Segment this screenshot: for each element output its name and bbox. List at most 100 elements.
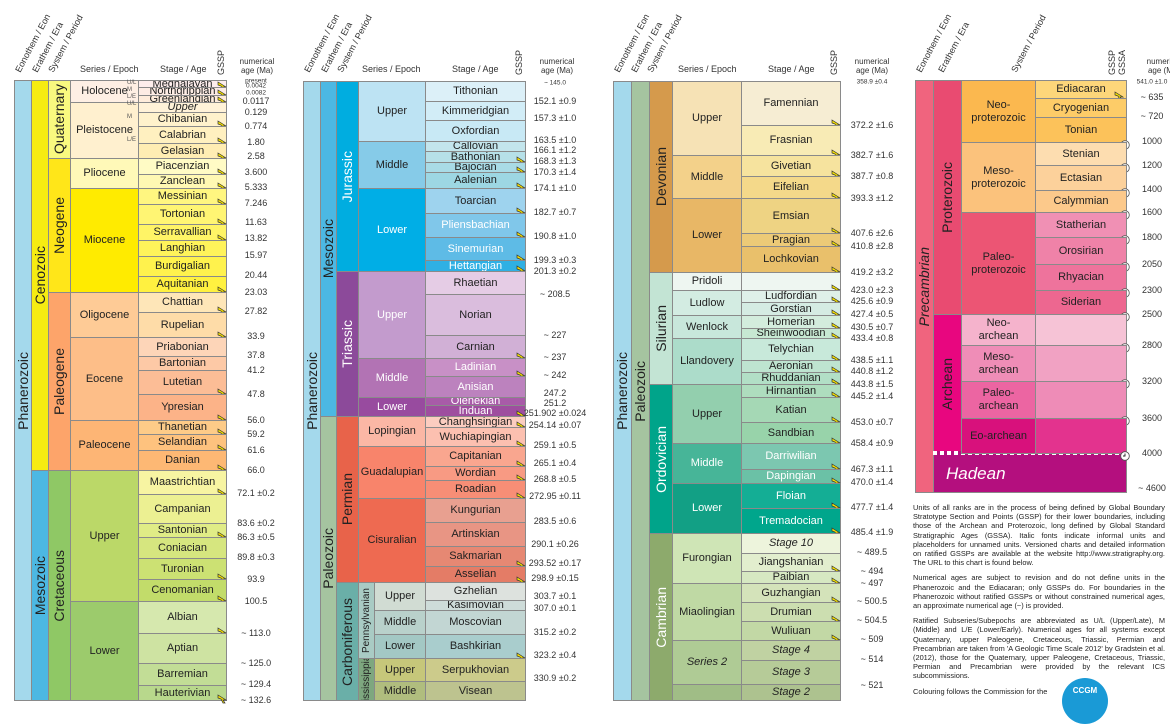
series-epoch-label: Wenlock xyxy=(686,320,728,333)
period-label: Siderian xyxy=(1060,296,1102,308)
period-label: Rhyacian xyxy=(1058,271,1104,283)
series-epoch-label: Upper xyxy=(692,112,722,124)
subseries-label: U/L xyxy=(127,80,137,86)
stage-age-label: Maastrichtian xyxy=(149,476,216,488)
stage-age: Wordian xyxy=(425,466,526,481)
numerical-age: 293.52 ±0.17 xyxy=(528,558,582,568)
stage-age: Floian xyxy=(741,483,841,509)
series-epoch: Cisuralian xyxy=(358,498,426,583)
numerical-age: 1000 xyxy=(1141,136,1163,146)
stage-age: Burdigalian xyxy=(138,256,227,277)
stage-age: Gzhelian xyxy=(425,582,526,601)
stage-age-label: Visean xyxy=(458,684,493,697)
stage-age-label: Lutetian xyxy=(162,376,203,388)
era-paleo-proterozoic-label: Paleo-proterozoic xyxy=(971,250,1026,276)
stage-age-label: Givetian xyxy=(770,159,812,172)
numerical-age: 470.0 ±1.4 xyxy=(850,477,894,487)
stage-age-label: Tithonian xyxy=(453,85,498,97)
header-series: Series / Epoch xyxy=(80,64,139,74)
stage-age-label: Chibanian xyxy=(157,113,208,125)
stage-age-label: Wordian xyxy=(455,467,496,479)
stage-age: Tortonian xyxy=(138,204,227,225)
eon-archean-label: Archean xyxy=(939,357,955,411)
period-jurassic: Jurassic xyxy=(336,81,359,272)
series-epoch-label: Holocene xyxy=(81,85,128,97)
stage-age: Thanetian xyxy=(138,420,227,435)
stage-age-label: Telychian xyxy=(768,343,814,355)
note-gssp: Units of all ranks are in the process of… xyxy=(913,503,1165,568)
numerical-age: 27.82 xyxy=(244,306,268,316)
numerical-age: 387.7 ±0.8 xyxy=(850,171,894,181)
era-mesozoic: Mesozoic xyxy=(31,470,49,701)
stage-age: Calabrian xyxy=(138,126,227,144)
stage-age: Toarcian xyxy=(425,188,526,214)
series-epoch: Wenlock xyxy=(672,315,742,339)
numerical-age: 298.9 ±0.15 xyxy=(531,573,579,583)
period-silurian-label: Silurian xyxy=(652,305,669,352)
subseries-label: L/E xyxy=(127,94,137,100)
period-permian: Permian xyxy=(336,416,359,583)
series-epoch: Miocene xyxy=(70,188,139,293)
period-permian-label: Permian xyxy=(339,473,355,526)
stage-age-label: Wuchiapingian xyxy=(439,430,512,443)
series-epoch: Upper xyxy=(358,271,426,359)
series-epoch-label: Paleocene xyxy=(78,439,131,451)
stage-age-label: Jiangshanian xyxy=(758,556,824,568)
stage-age-label: Rupelian xyxy=(160,318,205,331)
stage-age-label: Albian xyxy=(167,611,198,623)
series-epoch: Lower xyxy=(70,601,139,701)
numerical-age: 174.1 ±1.0 xyxy=(533,183,577,193)
series-epoch-label: Eocene xyxy=(85,372,124,385)
stage-age-label: Guzhangian xyxy=(761,586,821,599)
numerical-age: 33.9 xyxy=(247,331,265,341)
stage-age-label: Ypresian xyxy=(161,401,204,413)
era-eo-archean: Eo-archean xyxy=(961,418,1036,454)
eon-hadean-label: Hadean xyxy=(946,463,1006,483)
subseries-label: U/L xyxy=(127,101,137,107)
series-epoch: Pleistocene xyxy=(70,102,139,159)
stage-age: Aquitanian xyxy=(138,276,227,293)
numerical-age: 315.2 ±0.2 xyxy=(533,627,577,637)
series-epoch-label: Miaolingian xyxy=(679,605,735,618)
stage-age: Maastrichtian xyxy=(138,470,227,495)
stage-age: Oxfordian xyxy=(425,120,526,142)
series-epoch-label: Middle xyxy=(690,457,724,469)
stage-age-label: Bashkirian xyxy=(449,640,502,652)
stage-age: Bartonian xyxy=(138,356,227,371)
stage-age-label: Campanian xyxy=(154,502,211,515)
stage-age: Capitanian xyxy=(425,446,526,467)
series-epoch-label: Middle xyxy=(375,371,409,384)
numerical-age: 410.8 ±2.8 xyxy=(850,241,894,251)
header-gssa: GSSA xyxy=(1117,50,1127,76)
stage-age-label: Floian xyxy=(776,489,806,502)
eon-phanerozoic-label: Phanerozoic xyxy=(614,352,630,430)
numerical-age: 307.0 ±0.1 xyxy=(533,603,577,613)
stage-age-label: Carnian xyxy=(456,340,495,353)
stage-age: Stage 4 xyxy=(741,640,841,661)
numerical-age: 407.6 ±2.6 xyxy=(850,228,894,238)
stage-age-label: Rhaetian xyxy=(453,276,498,289)
period: Orosirian xyxy=(1035,237,1127,265)
numerical-age: 13.82 xyxy=(244,233,268,243)
stage-age-label: Hauterivian xyxy=(154,686,211,699)
numerical-age: 89.8 ±0.3 xyxy=(237,552,275,562)
eon-phanerozoic-label: Phanerozoic xyxy=(303,352,320,430)
stage-age: Gelasian xyxy=(138,143,227,159)
era-neo-proterozoic-label: Neo-proterozoic xyxy=(971,98,1026,124)
era-cenozoic: Cenozoic xyxy=(31,80,49,471)
series-epoch: Eocene xyxy=(70,337,139,421)
series-epoch-label: Upper xyxy=(692,407,722,420)
numerical-age: 23.03 xyxy=(244,287,268,297)
stage-age: Rupelian xyxy=(138,312,227,338)
stage-age: Stage 3 xyxy=(741,660,841,685)
stage-age-label: Lochkovian xyxy=(763,253,819,265)
stage-age-label: Drumian xyxy=(770,605,812,618)
gssp-golden-spike-icon xyxy=(217,694,228,704)
series-epoch: Upper xyxy=(70,470,139,602)
numerical-age: 59.2 xyxy=(247,429,265,439)
era-mesozoic-label: Mesozoic xyxy=(320,219,336,279)
period-ordovician: Ordovician xyxy=(649,384,673,534)
era-eo-archean-label: Eo-archean xyxy=(970,429,1027,442)
eon-proterozoic-label: Proterozoic xyxy=(939,162,955,233)
gssa-clock-icon xyxy=(1120,448,1130,461)
